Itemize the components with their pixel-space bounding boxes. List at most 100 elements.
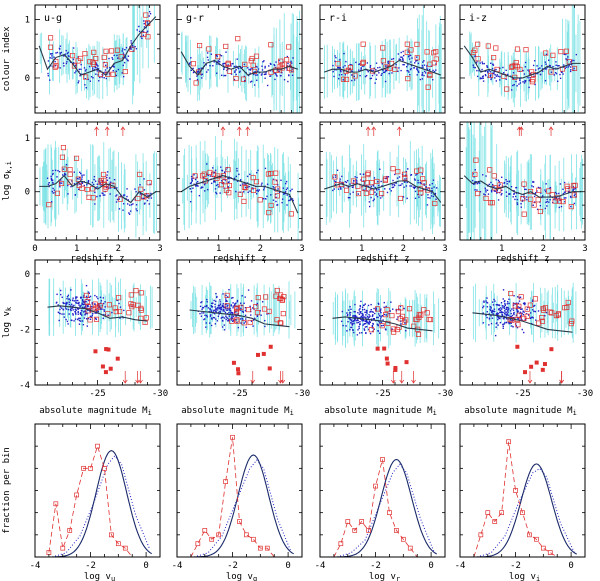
- outlier-marker: [233, 309, 240, 315]
- data-point: [490, 189, 493, 192]
- data-point: [501, 314, 504, 316]
- data-point: [92, 77, 94, 79]
- data-point: [276, 184, 279, 186]
- data-point: [401, 56, 403, 59]
- data-point: [60, 293, 62, 296]
- data-point: [102, 180, 104, 182]
- data-point: [354, 176, 356, 178]
- data-point: [58, 319, 60, 322]
- data-point: [375, 307, 378, 309]
- data-point: [67, 184, 69, 187]
- data-point: [474, 66, 476, 69]
- data-point: [341, 181, 343, 184]
- outlier-marker: [335, 61, 341, 67]
- data-point: [513, 311, 515, 314]
- data-point: [345, 181, 348, 184]
- data-point: [502, 306, 504, 309]
- limit-arrow: [391, 371, 396, 384]
- data-point: [533, 75, 535, 77]
- data-point: [517, 306, 519, 309]
- data-point: [257, 190, 259, 193]
- y-tick-label: -4: [19, 381, 30, 391]
- data-point: [483, 301, 485, 303]
- data-point: [78, 183, 81, 185]
- data-point: [489, 71, 492, 73]
- data-point: [376, 74, 378, 76]
- outlier-marker: [515, 322, 521, 328]
- data-point: [371, 327, 374, 329]
- y-axis-label: fraction per bin: [2, 447, 12, 534]
- data-point: [84, 314, 86, 316]
- data-point: [380, 311, 382, 314]
- data-point: [263, 73, 266, 76]
- data-point: [98, 70, 100, 72]
- data-point: [493, 308, 496, 310]
- data-point: [88, 296, 91, 299]
- data-point: [357, 321, 360, 324]
- data-point: [349, 64, 352, 66]
- outlier-marker: [197, 43, 203, 49]
- data-point: [52, 192, 55, 194]
- filled-marker: [231, 360, 236, 365]
- data-point: [204, 305, 206, 308]
- data-point: [365, 316, 367, 319]
- data-point: [136, 209, 138, 212]
- data-point: [416, 173, 418, 175]
- x-tick-label: -30: [437, 389, 453, 399]
- data-point: [367, 304, 370, 307]
- data-point: [205, 64, 207, 66]
- data-point: [64, 174, 67, 176]
- data-point: [496, 192, 498, 194]
- data-point: [91, 67, 94, 69]
- data-point: [288, 74, 290, 77]
- data-point: [353, 310, 355, 313]
- data-point: [489, 75, 492, 78]
- data-point: [232, 305, 234, 307]
- data-point: [209, 64, 211, 67]
- data-point: [343, 52, 345, 55]
- data-point: [91, 314, 94, 317]
- data-point: [491, 301, 494, 303]
- data-point: [528, 86, 530, 89]
- data-point: [226, 296, 229, 298]
- data-point: [91, 181, 94, 184]
- data-point: [507, 310, 509, 312]
- data-point: [51, 179, 54, 182]
- data-point: [537, 68, 540, 70]
- data-point: [191, 179, 193, 181]
- outlier-marker: [399, 313, 406, 319]
- fraction-point: [338, 541, 344, 547]
- data-point: [483, 62, 485, 65]
- data-point: [505, 69, 507, 72]
- data-point: [359, 74, 361, 77]
- data-point: [99, 195, 101, 197]
- data-point: [351, 79, 353, 82]
- data-point: [370, 196, 372, 199]
- outlier-marker: [263, 294, 269, 300]
- outlier-marker: [539, 315, 545, 321]
- data-point: [522, 313, 525, 316]
- data-point: [50, 175, 52, 178]
- data-point: [204, 318, 206, 320]
- data-point: [369, 66, 371, 68]
- outlier-marker: [117, 196, 124, 202]
- data-point: [206, 52, 209, 54]
- filled-marker: [103, 370, 108, 375]
- data-point: [431, 182, 434, 185]
- data-point: [352, 320, 355, 322]
- data-point: [386, 177, 388, 180]
- data-point: [375, 316, 378, 319]
- data-point: [81, 299, 84, 301]
- filled-marker: [515, 344, 520, 349]
- limit-arrow: [365, 126, 371, 136]
- data-point: [406, 70, 408, 72]
- data-point: [545, 53, 548, 56]
- data-point: [509, 322, 511, 324]
- data-point: [407, 56, 410, 58]
- data-point: [69, 299, 72, 301]
- data-point: [533, 201, 536, 203]
- data-point: [255, 304, 258, 306]
- data-point: [421, 78, 424, 80]
- data-point: [516, 202, 518, 204]
- data-point: [250, 314, 252, 316]
